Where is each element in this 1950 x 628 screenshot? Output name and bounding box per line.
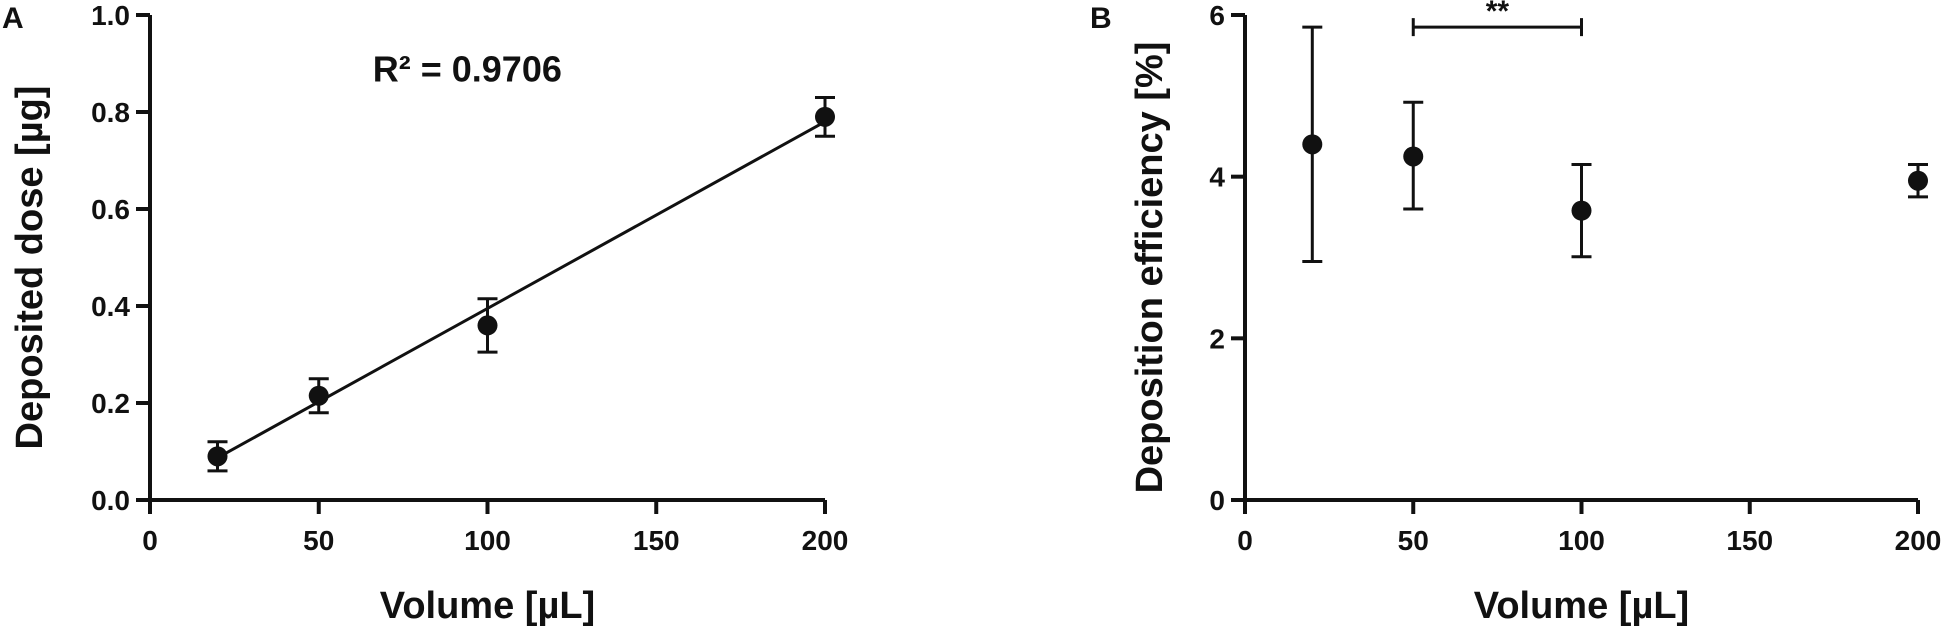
data-point <box>1571 200 1592 221</box>
y-axis-title: Deposition efficiency [%] <box>1129 42 1171 494</box>
data-point <box>207 446 228 467</box>
x-tick-label: 50 <box>1398 525 1429 556</box>
r-squared-annotation: R² = 0.9706 <box>373 48 562 89</box>
y-tick-label: 2 <box>1209 323 1225 354</box>
y-tick-label: 4 <box>1209 162 1225 193</box>
y-tick-label: 0.2 <box>91 388 130 419</box>
y-tick-label: 0 <box>1209 485 1225 516</box>
panel-a-chart: 0.0 0.2 0.4 0.6 0.8 1.0 0 50 100 150 200 Volume [µL… <box>2 0 848 627</box>
y-axis-title: Deposited dose [µg] <box>9 86 51 450</box>
data-point <box>1403 146 1424 167</box>
y-tick-label: 0.0 <box>91 485 130 516</box>
y-tick-label: 0.6 <box>91 194 130 225</box>
x-tick-label: 50 <box>303 525 334 556</box>
panel-label: A <box>2 2 24 35</box>
y-tick-label: 6 <box>1209 0 1225 31</box>
x-tick-label: 150 <box>1726 525 1773 556</box>
x-tick-label: 100 <box>1558 525 1605 556</box>
data-point <box>1908 170 1928 191</box>
x-tick-label: 100 <box>464 525 511 556</box>
x-tick-label: 200 <box>1895 525 1942 556</box>
x-tick-label: 200 <box>802 525 849 556</box>
data-point <box>815 106 835 127</box>
x-tick-label: 150 <box>633 525 680 556</box>
significance-label: ** <box>1486 0 1510 28</box>
x-tick-label: 0 <box>142 525 158 556</box>
x-axis-title: Volume [µL] <box>380 585 595 627</box>
x-axis-title: Volume [µL] <box>1474 585 1689 627</box>
data-point <box>308 385 329 406</box>
x-tick-label: 0 <box>1237 525 1253 556</box>
panel-b-chart: 0 2 4 6 0 50 100 150 200 Volume [µL] Deposition ef… <box>1090 0 1941 627</box>
y-tick-label: 0.4 <box>91 291 130 322</box>
y-tick-label: 1.0 <box>91 0 130 31</box>
y-tick-label: 0.8 <box>91 97 130 128</box>
data-point <box>477 315 498 336</box>
panel-label: B <box>1090 2 1112 35</box>
data-point <box>1302 134 1323 155</box>
regression-line <box>216 120 826 460</box>
